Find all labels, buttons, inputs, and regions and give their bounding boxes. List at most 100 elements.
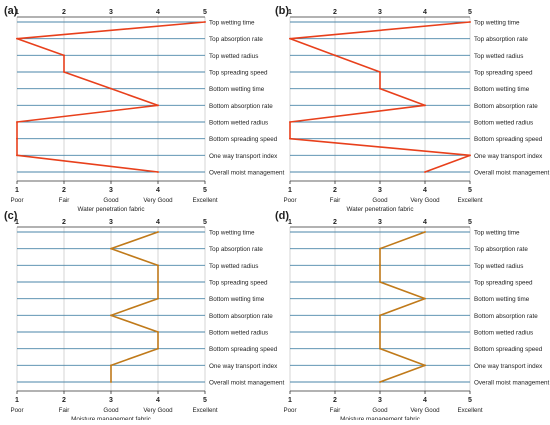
- series-point: [379, 264, 381, 267]
- series-point: [334, 54, 336, 57]
- series-point: [110, 381, 112, 383]
- series-point: [379, 314, 381, 317]
- top-tick-label: 1: [15, 9, 19, 16]
- series-point: [16, 137, 18, 140]
- grade-label: Very Good: [143, 197, 173, 204]
- category-label: Top wetting time: [209, 20, 255, 27]
- grade-label: Good: [372, 407, 388, 414]
- series-segment: [379, 297, 426, 317]
- series-segment: [16, 37, 65, 57]
- series-segment: [334, 54, 381, 73]
- series-point: [110, 87, 112, 90]
- category-label: Bottom wetted radius: [209, 120, 268, 127]
- top-tick-label: 2: [333, 9, 337, 16]
- series-point: [469, 154, 471, 157]
- category-label: Bottom wetting time: [474, 296, 530, 303]
- category-label: Overall moist management: [474, 170, 549, 177]
- series-point: [204, 21, 206, 23]
- bottom-tick-label: 1: [15, 187, 19, 194]
- series-point: [157, 281, 159, 283]
- grade-label: Fair: [59, 197, 70, 204]
- series-segment: [289, 104, 426, 123]
- category-label: Bottom wetted radius: [474, 120, 533, 127]
- top-tick-label: 3: [378, 219, 382, 226]
- category-label: Bottom wetted radius: [474, 330, 533, 337]
- series-point: [379, 381, 381, 383]
- category-label: Top spreading speed: [474, 280, 533, 287]
- series-segment: [379, 87, 426, 107]
- grade-label: Poor: [283, 407, 296, 414]
- series-point: [63, 71, 65, 73]
- category-label: Top spreading speed: [209, 70, 268, 77]
- series-point: [157, 297, 159, 300]
- series-point: [110, 247, 112, 250]
- panel-label: (a): [4, 5, 18, 17]
- series-point: [16, 121, 18, 123]
- grade-label: Excellent: [192, 197, 217, 204]
- grade-label: Fair: [330, 197, 341, 204]
- series-point: [379, 87, 381, 90]
- series-point: [157, 331, 159, 333]
- category-label: Bottom wetting time: [209, 86, 265, 93]
- grade-label: Poor: [283, 197, 296, 204]
- series-segment: [110, 247, 159, 267]
- category-label: Bottom spreading speed: [209, 136, 278, 143]
- grade-label: Poor: [10, 407, 23, 414]
- series-segment: [289, 21, 471, 40]
- series-segment: [63, 71, 112, 90]
- category-label: One way transport index: [474, 363, 543, 370]
- grade-label: Good: [372, 197, 388, 204]
- grade-label: Excellent: [457, 197, 482, 204]
- series-point: [110, 314, 112, 317]
- series-point: [424, 364, 426, 367]
- grade-label: Excellent: [192, 407, 217, 414]
- series-segment: [424, 154, 471, 173]
- top-tick-label: 1: [288, 219, 292, 226]
- top-tick-label: 1: [15, 219, 19, 226]
- series-point: [110, 364, 112, 367]
- top-tick-label: 2: [333, 219, 337, 226]
- category-label: Bottom spreading speed: [474, 346, 543, 353]
- grade-label: Good: [103, 197, 119, 204]
- bottom-tick-label: 1: [15, 397, 19, 404]
- category-label: Bottom absorption rate: [474, 313, 538, 320]
- bottom-tick-label: 1: [288, 397, 292, 404]
- bottom-tick-label: 3: [378, 187, 382, 194]
- category-label: Bottom wetting time: [209, 296, 265, 303]
- series-point: [469, 21, 471, 23]
- category-label: One way transport index: [209, 363, 278, 370]
- grade-label: Fair: [59, 407, 70, 414]
- series-segment: [110, 347, 159, 367]
- category-label: One way transport index: [209, 153, 278, 160]
- top-tick-label: 3: [378, 9, 382, 16]
- category-label: Top wetted radius: [474, 53, 523, 60]
- series-point: [63, 54, 65, 57]
- category-label: Top wetted radius: [209, 53, 258, 60]
- series-point: [157, 171, 159, 173]
- category-label: Top absorption rate: [474, 36, 528, 43]
- bottom-tick-label: 2: [333, 187, 337, 194]
- series-point: [379, 347, 381, 350]
- x-axis-title: Moisture management fabric: [340, 416, 420, 420]
- bottom-tick-label: 4: [423, 187, 427, 194]
- grade-label: Excellent: [457, 407, 482, 414]
- series-segment: [16, 154, 159, 173]
- category-label: Top wetted radius: [209, 263, 258, 270]
- series-point: [379, 247, 381, 250]
- top-tick-label: 4: [156, 9, 160, 16]
- bottom-tick-label: 3: [109, 397, 113, 404]
- top-tick-label: 5: [468, 9, 472, 16]
- series-segment: [379, 364, 426, 383]
- category-label: Bottom absorption rate: [474, 103, 538, 110]
- top-tick-label: 2: [62, 219, 66, 226]
- series-segment: [289, 137, 471, 157]
- x-axis-title: Water penetration fabric: [78, 206, 145, 213]
- series-point: [289, 137, 291, 140]
- series-segment: [110, 87, 159, 107]
- bottom-tick-label: 4: [156, 187, 160, 194]
- category-label: Overall moist management: [209, 380, 284, 387]
- bottom-tick-label: 4: [423, 397, 427, 404]
- series-segment: [110, 314, 159, 333]
- series-point: [157, 104, 159, 107]
- category-label: Bottom wetting time: [474, 86, 530, 93]
